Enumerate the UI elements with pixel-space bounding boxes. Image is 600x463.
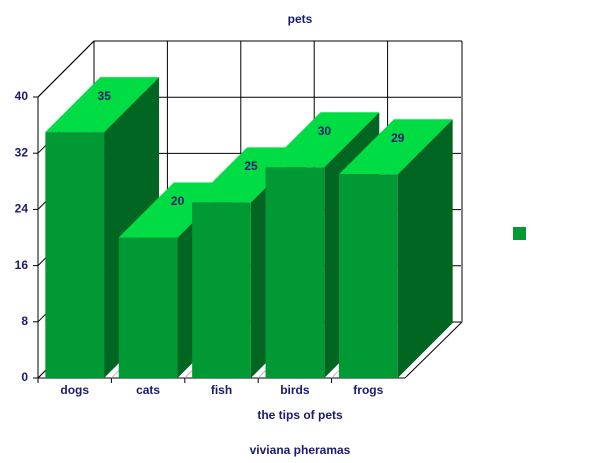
y-tick-label: 16 bbox=[15, 258, 29, 272]
x-tick-label: cats bbox=[136, 383, 160, 397]
value-label: 25 bbox=[244, 159, 258, 173]
subtitle: viviana pheramas bbox=[250, 443, 351, 457]
value-label: 35 bbox=[98, 89, 112, 103]
y-tick-label: 8 bbox=[21, 314, 28, 328]
value-label: 20 bbox=[171, 194, 185, 208]
bar-top bbox=[45, 77, 160, 133]
x-tick-label: fish bbox=[211, 383, 232, 397]
value-label: 30 bbox=[318, 124, 332, 138]
floor-right bbox=[404, 321, 463, 379]
grid-line bbox=[37, 40, 95, 98]
bar bbox=[338, 174, 398, 378]
chart-title: pets bbox=[288, 12, 313, 26]
bar bbox=[192, 202, 251, 378]
bar-top bbox=[265, 112, 380, 168]
x-tick-label: birds bbox=[280, 383, 310, 397]
bar bbox=[118, 237, 178, 378]
bar-top bbox=[338, 119, 453, 175]
y-tick-label: 24 bbox=[15, 202, 29, 216]
x-tick-label: frogs bbox=[353, 383, 383, 397]
bar bbox=[45, 132, 105, 378]
y-tick-label: 0 bbox=[21, 370, 28, 384]
bar-side bbox=[397, 119, 453, 379]
y-tick-label: 40 bbox=[15, 89, 29, 103]
x-tick-label: dogs bbox=[60, 383, 89, 397]
y-tick-label: 32 bbox=[15, 145, 29, 159]
bar bbox=[265, 167, 325, 378]
x-axis-title: the tips of pets bbox=[257, 408, 343, 422]
value-label: 29 bbox=[391, 131, 405, 145]
legend-swatch bbox=[513, 227, 526, 240]
